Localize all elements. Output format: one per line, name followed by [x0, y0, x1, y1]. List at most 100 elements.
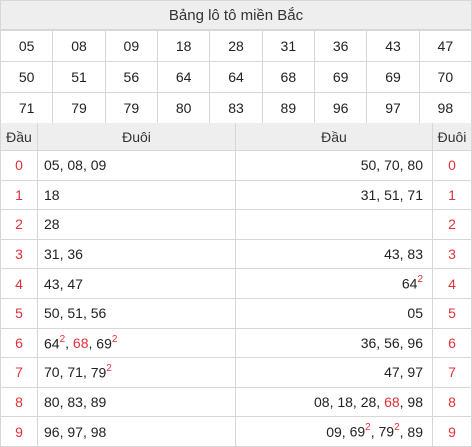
loto-value: 83	[407, 246, 423, 263]
loto-value: 792	[378, 422, 400, 440]
loto-value: 642	[401, 274, 423, 292]
loto-value: 43	[384, 246, 400, 263]
loto-number: 80	[157, 93, 211, 124]
loto-value: 71	[407, 186, 423, 203]
loto-number: 09	[105, 31, 158, 62]
duoi-list: 50, 51, 56	[38, 298, 236, 328]
count-superscript: 2	[59, 333, 66, 345]
loto-number: 71	[1, 93, 54, 124]
table-row: 2 28 2	[0, 210, 472, 240]
loto-value: 692	[349, 422, 371, 440]
count-superscript: 2	[417, 274, 423, 286]
loto-value: 43	[44, 275, 60, 292]
loto-value: 98	[90, 423, 107, 440]
duoi-digit: 8	[433, 387, 472, 417]
dau-list: 50, 70, 80	[236, 151, 433, 180]
loto-value: 09	[90, 157, 107, 174]
loto-value: 08	[67, 157, 83, 174]
loto-value: 80	[407, 157, 423, 174]
count-superscript: 2	[106, 363, 112, 375]
dau-digit: 0	[1, 151, 38, 180]
table-row: 0 05, 08, 09 50, 70, 80 0	[0, 151, 472, 181]
table-row: 7 70, 71, 792 47, 97 7	[0, 358, 472, 388]
header-duoi-left: Đuôi	[38, 123, 236, 150]
loto-value: 96	[44, 423, 60, 440]
loto-number-grid: 05 08 09 18 28 31 36 43 47 50 51 56 64 64 68 69 69 70 71 79…	[0, 30, 472, 124]
duoi-list: 70, 71, 792	[38, 358, 236, 387]
loto-value: 89	[407, 423, 423, 440]
dau-list: 31, 51, 71	[236, 180, 433, 210]
loto-value: 05	[44, 157, 60, 174]
loto-number: 50	[1, 62, 54, 93]
duoi-list: 96, 97, 98	[38, 417, 236, 446]
dau-digit: 6	[1, 328, 38, 358]
table-row: 8 80, 83, 89 08, 18, 28, 68, 98 8	[0, 387, 472, 418]
loto-value: 98	[407, 394, 423, 411]
loto-value: 692	[96, 333, 118, 352]
duoi-list: 31, 36	[38, 239, 236, 269]
loto-number: 96	[314, 93, 368, 124]
loto-value: 83	[67, 394, 83, 411]
loto-value: 08	[313, 394, 330, 411]
header-dau-left: Đầu	[1, 123, 38, 150]
duoi-digit: 3	[433, 239, 472, 269]
loto-number: 98	[419, 93, 472, 124]
loto-number: 83	[210, 93, 263, 124]
duoi-list: 05, 08, 09	[38, 151, 236, 180]
loto-value: 80	[44, 394, 60, 411]
duoi-digit: 9	[433, 417, 472, 446]
count-superscript: 2	[394, 422, 400, 434]
dau-list: 47, 97	[236, 358, 433, 387]
loto-value: 18	[44, 186, 60, 203]
loto-number: 89	[262, 93, 315, 124]
dau-duoi-rows: 0 05, 08, 09 50, 70, 80 0 1 18 31, 51, 71 1 2 28 2…	[0, 151, 472, 447]
dau-digit: 5	[1, 298, 38, 328]
loto-value: 68	[72, 334, 89, 351]
loto-value: 642	[44, 333, 66, 352]
loto-value: 50	[44, 305, 60, 322]
loto-value: 70	[384, 157, 400, 174]
loto-number: 47	[419, 31, 472, 62]
loto-number: 56	[105, 62, 158, 93]
duoi-digit: 6	[433, 328, 472, 358]
loto-number: 68	[262, 62, 315, 93]
header-dau-right: Đầu	[236, 123, 433, 150]
loto-number: 64	[157, 62, 211, 93]
loto-number: 36	[314, 31, 368, 62]
loto-number: 79	[53, 93, 106, 124]
loto-value: 36	[360, 334, 377, 351]
loto-number: 18	[157, 31, 211, 62]
loto-value: 18	[337, 394, 353, 411]
loto-value: 28	[360, 394, 377, 411]
loto-value: 47	[384, 364, 400, 381]
duoi-digit: 7	[433, 358, 472, 387]
loto-number: 64	[210, 62, 263, 93]
loto-value: 792	[90, 363, 112, 381]
dau-list: 08, 18, 28, 68, 98	[236, 387, 433, 417]
loto-value: 36	[67, 246, 83, 263]
duoi-list: 642, 68, 692	[38, 328, 236, 358]
dau-list: 43, 83	[236, 239, 433, 269]
dau-duoi-header: Đầu Đuôi Đầu Đuôi	[0, 123, 472, 151]
loto-value: 97	[407, 364, 423, 381]
dau-list: 05	[236, 298, 433, 328]
table-row: 3 31, 36 43, 83 3	[0, 239, 472, 270]
loto-value: 51	[67, 305, 83, 322]
loto-value: 89	[90, 394, 107, 411]
loto-value: 09	[326, 423, 342, 440]
loto-number: 79	[105, 93, 158, 124]
table-row: 9 96, 97, 98 09, 692, 792, 89 9	[0, 417, 472, 447]
loto-number: 28	[210, 31, 263, 62]
loto-value: 47	[67, 275, 83, 292]
loto-number: 70	[419, 62, 472, 93]
loto-number: 43	[367, 31, 420, 62]
loto-number: 69	[314, 62, 368, 93]
loto-value: 05	[407, 305, 423, 322]
dau-list	[236, 210, 433, 239]
duoi-list: 43, 47	[38, 269, 236, 298]
duoi-digit: 4	[433, 269, 472, 298]
duoi-list: 80, 83, 89	[38, 387, 236, 417]
loto-value: 71	[67, 364, 83, 381]
loto-number: 31	[262, 31, 315, 62]
count-superscript: 2	[111, 333, 118, 345]
